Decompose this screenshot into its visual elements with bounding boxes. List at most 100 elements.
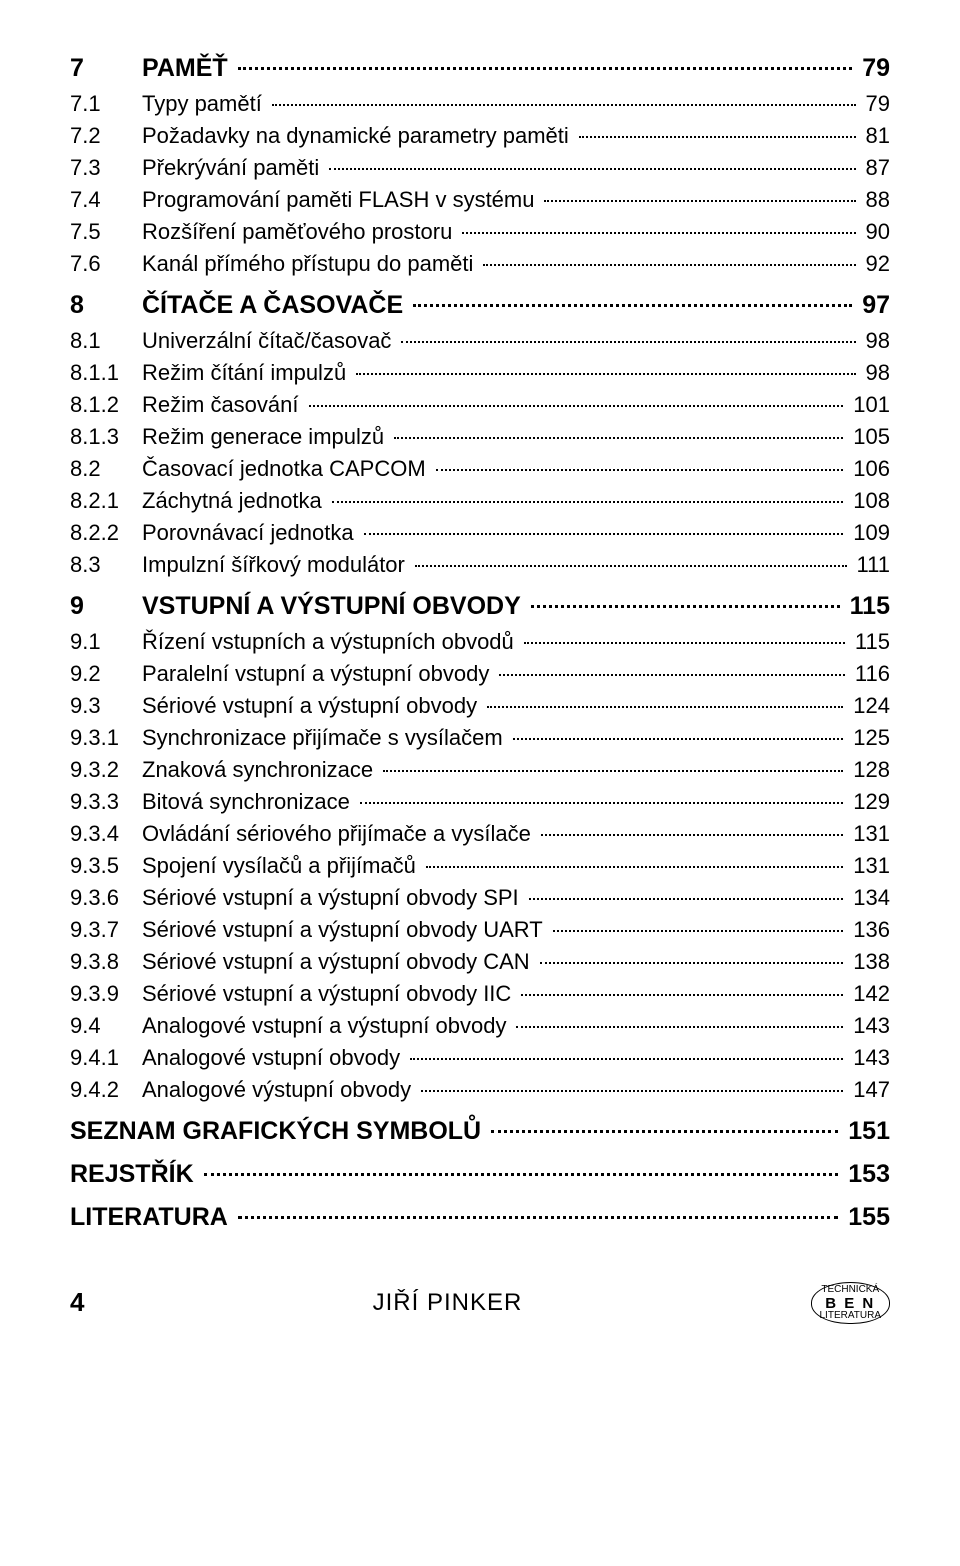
toc-entry-title: Sériové vstupní a výstupní obvody CAN bbox=[142, 949, 536, 975]
toc-entry-title: Porovnávací jednotka bbox=[142, 520, 360, 546]
toc-entry-number: 9.3.2 bbox=[70, 757, 142, 783]
toc-leader bbox=[521, 994, 843, 996]
toc-entry: 7.1Typy pamětí79 bbox=[70, 91, 890, 117]
toc-entry-title: Sériové vstupní a výstupní obvody IIC bbox=[142, 981, 517, 1007]
toc-leader bbox=[540, 962, 844, 964]
toc-entry: 8.1.3Režim generace impulzů105 bbox=[70, 424, 890, 450]
toc-entry-number: 9.3.8 bbox=[70, 949, 142, 975]
toc-leader bbox=[413, 304, 852, 307]
toc-entry-title: Bitová synchronizace bbox=[142, 789, 356, 815]
toc-entry-title: Sériové vstupní a výstupní obvody UART bbox=[142, 917, 549, 943]
logo-mid: B E N bbox=[825, 1295, 875, 1312]
logo-bot: LITERATURA bbox=[820, 1310, 882, 1321]
toc-entry-number: 9.3.5 bbox=[70, 853, 142, 879]
toc-entry: 8.1.2Režim časování101 bbox=[70, 392, 890, 418]
toc-entry: 7.3Překrývání paměti87 bbox=[70, 155, 890, 181]
toc-entry: 7.4Programování paměti FLASH v systému88 bbox=[70, 187, 890, 213]
footer-author: JIŘÍ PINKER bbox=[84, 1289, 810, 1317]
toc-entry-title: Režim časování bbox=[142, 392, 305, 418]
toc-entry-number: 9.4.1 bbox=[70, 1045, 142, 1071]
toc-entry-title: Analogové vstupní a výstupní obvody bbox=[142, 1013, 512, 1039]
toc-entry: 9.3.1Synchronizace přijímače s vysílačem… bbox=[70, 725, 890, 751]
toc-entry-page: 153 bbox=[842, 1160, 890, 1189]
toc-entry: 7.5Rozšíření paměťového prostoru 90 bbox=[70, 219, 890, 245]
toc-entry: 8.2.2Porovnávací jednotka109 bbox=[70, 520, 890, 546]
toc-entry-page: 124 bbox=[847, 693, 890, 719]
table-of-contents: 7PAMĚŤ79 7.1Typy pamětí79 7.2Požadavky na … bbox=[70, 54, 890, 1232]
toc-entry-title: Synchronizace přijímače s vysílačem bbox=[142, 725, 509, 751]
toc-entry: 8.1.1Režim čítání impulzů98 bbox=[70, 360, 890, 386]
toc-entry: 9.3.9Sériové vstupní a výstupní obvody I… bbox=[70, 981, 890, 1007]
toc-leader bbox=[579, 136, 856, 138]
toc-leader bbox=[364, 533, 844, 535]
toc-entry-number: 7.5 bbox=[70, 219, 142, 245]
toc-entry-page: 151 bbox=[842, 1117, 890, 1146]
toc-entry-number: 8.2 bbox=[70, 456, 142, 482]
toc-leader bbox=[394, 437, 843, 439]
toc-leader bbox=[544, 200, 855, 202]
toc-entry: 7PAMĚŤ79 bbox=[70, 54, 890, 83]
toc-leader bbox=[204, 1173, 839, 1176]
toc-entry-title: PAMĚŤ bbox=[142, 54, 234, 83]
toc-entry-page: 88 bbox=[860, 187, 890, 213]
toc-entry-number: 9.3.3 bbox=[70, 789, 142, 815]
toc-entry-page: 90 bbox=[860, 219, 890, 245]
toc-entry-page: 97 bbox=[856, 291, 890, 320]
toc-entry-page: 115 bbox=[849, 629, 890, 655]
toc-entry: 9.1Řízení vstupních a výstupních obvodů1… bbox=[70, 629, 890, 655]
toc-entry-page: 134 bbox=[847, 885, 890, 911]
toc-entry: 7.2Požadavky na dynamické parametry pamě… bbox=[70, 123, 890, 149]
toc-entry-number: 9.3 bbox=[70, 693, 142, 719]
toc-entry-page: 98 bbox=[860, 360, 890, 386]
toc-entry: 9.3.7Sériové vstupní a výstupní obvody U… bbox=[70, 917, 890, 943]
toc-leader bbox=[499, 674, 845, 676]
toc-leader bbox=[238, 1216, 838, 1219]
toc-entry-title: Řízení vstupních a výstupních obvodů bbox=[142, 629, 520, 655]
toc-leader bbox=[309, 405, 844, 407]
toc-entry-title: Režim generace impulzů bbox=[142, 424, 390, 450]
toc-entry: 9.3Sériové vstupní a výstupní obvody124 bbox=[70, 693, 890, 719]
toc-entry-title: VSTUPNÍ A VÝSTUPNÍ OBVODY bbox=[142, 592, 527, 621]
toc-leader bbox=[332, 501, 844, 503]
toc-entry-page: 155 bbox=[842, 1203, 890, 1232]
toc-entry-title: REJSTŘÍK bbox=[70, 1160, 200, 1189]
toc-entry-page: 105 bbox=[847, 424, 890, 450]
toc-entry-title: Kanál přímého přístupu do paměti bbox=[142, 251, 479, 277]
toc-entry-page: 125 bbox=[847, 725, 890, 751]
toc-entry-number: 7.2 bbox=[70, 123, 142, 149]
toc-entry: 9.4Analogové vstupní a výstupní obvody14… bbox=[70, 1013, 890, 1039]
toc-entry: 9.4.1Analogové vstupní obvody143 bbox=[70, 1045, 890, 1071]
toc-leader bbox=[383, 770, 843, 772]
toc-entry-title: Typy pamětí bbox=[142, 91, 268, 117]
toc-entry-page: 87 bbox=[860, 155, 890, 181]
toc-leader bbox=[238, 67, 853, 70]
toc-entry-title: Režim čítání impulzů bbox=[142, 360, 352, 386]
toc-entry-page: 131 bbox=[847, 853, 890, 879]
toc-entry-number: 9.2 bbox=[70, 661, 142, 687]
toc-leader bbox=[462, 232, 855, 234]
toc-entry-title: Záchytná jednotka bbox=[142, 488, 328, 514]
toc-entry: 7.6Kanál přímého přístupu do paměti92 bbox=[70, 251, 890, 277]
toc-entry-title: Analogové výstupní obvody bbox=[142, 1077, 417, 1103]
toc-entry-title: ČÍTAČE A ČASOVAČE bbox=[142, 291, 409, 320]
toc-entry-page: 106 bbox=[847, 456, 890, 482]
toc-entry: 9.3.2Znaková synchronizace128 bbox=[70, 757, 890, 783]
toc-entry-title: Rozšíření paměťového prostoru bbox=[142, 219, 458, 245]
toc-entry-title: LITERATURA bbox=[70, 1203, 234, 1232]
toc-leader bbox=[541, 834, 843, 836]
toc-entry-number: 8.2.2 bbox=[70, 520, 142, 546]
logo-top: TECHNICKÁ bbox=[821, 1284, 879, 1295]
toc-entry: 8.2.1Záchytná jednotka108 bbox=[70, 488, 890, 514]
toc-entry-number: 9.3.6 bbox=[70, 885, 142, 911]
toc-leader bbox=[436, 469, 844, 471]
toc-entry-number: 9.3.1 bbox=[70, 725, 142, 751]
toc-entry-title: Analogové vstupní obvody bbox=[142, 1045, 406, 1071]
toc-entry: REJSTŘÍK 153 bbox=[70, 1160, 890, 1189]
toc-leader bbox=[426, 866, 843, 868]
toc-entry-number: 7 bbox=[70, 54, 142, 83]
toc-entry-number: 8 bbox=[70, 291, 142, 320]
toc-entry-number: 7.1 bbox=[70, 91, 142, 117]
toc-entry-title: Ovládání sériového přijímače a vysílače bbox=[142, 821, 537, 847]
toc-entry-number: 7.3 bbox=[70, 155, 142, 181]
toc-leader bbox=[524, 642, 845, 644]
